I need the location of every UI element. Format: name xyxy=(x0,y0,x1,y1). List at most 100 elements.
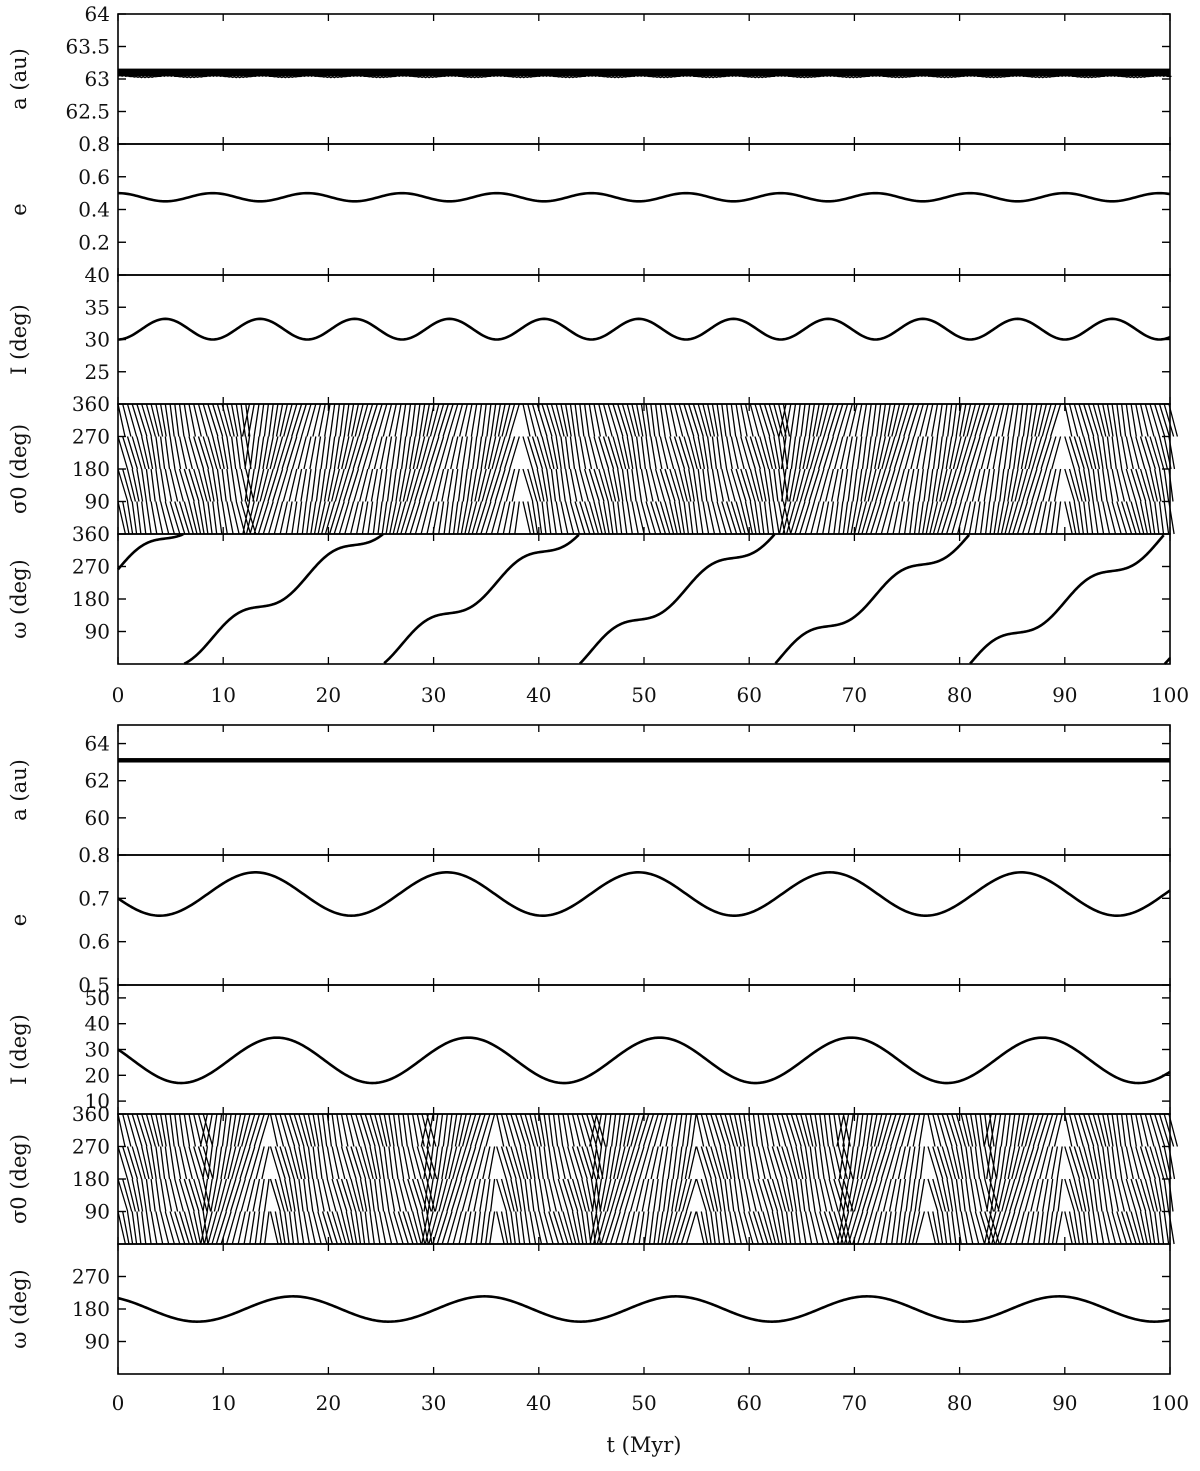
panel-sigma-ytick-label: 90 xyxy=(85,1200,110,1224)
panel-sigma-ytick-label: 270 xyxy=(72,1135,110,1159)
series-a xyxy=(118,68,1170,77)
panel-omega-ytick-label: 90 xyxy=(85,620,110,644)
panel-omega-ytick-label: 90 xyxy=(85,1330,110,1354)
panel-sigma: 90 180 270 360 σ0 (deg) xyxy=(7,392,1179,535)
panel-sigma-ytick-label: 180 xyxy=(72,1167,110,1191)
x-tick-label: 70 xyxy=(842,1391,867,1415)
panel-I-ylabel: I (deg) xyxy=(7,304,31,375)
panel-sigma: 90 180 270 360 σ0 (deg) xyxy=(7,1102,1179,1245)
x-tick-label: 10 xyxy=(210,1391,235,1415)
x-tick-label: 70 xyxy=(842,683,867,707)
panel-a-ytick-label: 60 xyxy=(85,806,110,830)
panel-e-ytick-label: 0.2 xyxy=(78,230,110,254)
series-I xyxy=(117,1036,1171,1085)
x-tick-label: 80 xyxy=(947,1391,972,1415)
panel-omega-ytick-label: 180 xyxy=(72,587,110,611)
panel-I-ytick-label: 10 xyxy=(85,1089,110,1113)
x-tick-label: 40 xyxy=(526,683,551,707)
panel-omega: 90 180 270 ω (deg) xyxy=(7,1243,1171,1375)
panel-e-ytick-label: 0.4 xyxy=(78,198,110,222)
panel-omega: 90 180 270 360 ω (deg) xyxy=(7,522,1171,665)
panel-omega-ytick-label: 270 xyxy=(72,1265,110,1289)
x-tick-label: 30 xyxy=(421,1391,446,1415)
x-tick-label: 60 xyxy=(736,1391,761,1415)
panel-e-ytick-label: 0.5 xyxy=(78,973,110,997)
x-tick-label: 60 xyxy=(736,683,761,707)
panel-a-ytick-label: 62 xyxy=(85,769,110,793)
x-tick-label: 20 xyxy=(316,1391,341,1415)
panel-omega-ytick-label: 360 xyxy=(72,522,110,546)
panel-sigma-ytick-label: 360 xyxy=(72,1102,110,1126)
x-tick-label: 50 xyxy=(631,683,656,707)
panel-I-frame xyxy=(117,274,1171,405)
x-tick-label: 90 xyxy=(1052,1391,1077,1415)
panel-sigma-ytick-label: 180 xyxy=(72,457,110,481)
series-a xyxy=(118,758,1170,763)
x-tick-label: 0 xyxy=(112,1391,125,1415)
panel-e-frame xyxy=(117,143,1171,276)
panel-e: 0.2 0.4 0.6 0.8 e xyxy=(7,132,1171,276)
x-tick-label: 80 xyxy=(947,683,972,707)
panel-sigma-ylabel: σ0 (deg) xyxy=(7,1134,31,1224)
panel-a-frame xyxy=(117,13,1171,145)
panel-a-ytick-label: 63 xyxy=(85,67,110,91)
panel-omega-ytick-label: 180 xyxy=(72,1297,110,1321)
series-sigma xyxy=(117,1113,1179,1245)
panel-a-ytick-label: 64 xyxy=(85,732,110,756)
panel-sigma-ytick-label: 90 xyxy=(85,490,110,514)
x-tick-label: 40 xyxy=(526,1391,551,1415)
x-tick-label: 20 xyxy=(316,683,341,707)
panel-I-ytick-label: 20 xyxy=(85,1063,110,1087)
panel-a-ytick-label: 64 xyxy=(85,2,110,26)
panel-sigma-ytick-label: 270 xyxy=(72,425,110,449)
panel-a: 62.5 63 63.5 64 a (au) xyxy=(7,2,1172,145)
panel-a-ylabel: a (au) xyxy=(7,48,31,110)
panel-a-ytick-label: 62.5 xyxy=(65,100,110,124)
panel-I-ytick-label: 30 xyxy=(85,328,110,352)
panel-e-ylabel: e xyxy=(7,203,31,215)
panel-I-ytick-label: 40 xyxy=(85,263,110,287)
series-sigma xyxy=(117,403,1179,535)
panel-a-frame xyxy=(117,724,1171,856)
panel-I: 25 30 35 40 I (deg) xyxy=(7,263,1171,405)
panel-I-ytick-label: 40 xyxy=(85,1012,110,1036)
panel-e-ylabel: e xyxy=(7,914,31,926)
x-tick-label: 0 xyxy=(112,683,125,707)
series-omega xyxy=(117,1295,1171,1323)
x-tick-label: 100 xyxy=(1151,1391,1189,1415)
x-axis-label: t (Myr) xyxy=(607,1433,682,1457)
panel-omega-frame xyxy=(117,533,1171,665)
x-tick-label: 100 xyxy=(1151,683,1189,707)
panel-omega-ylabel: ω (deg) xyxy=(7,1269,31,1349)
x-tick-label: 50 xyxy=(631,1391,656,1415)
x-tick-label: 90 xyxy=(1052,683,1077,707)
panel-e-ytick-label: 0.8 xyxy=(78,132,110,156)
series-a-dips xyxy=(117,73,1172,79)
series-e xyxy=(117,871,1171,917)
series-I xyxy=(117,317,1171,341)
panel-a-ylabel: a (au) xyxy=(7,759,31,821)
x-tick-label: 30 xyxy=(421,683,446,707)
panel-I-ytick-label: 30 xyxy=(85,1038,110,1062)
panel-omega-ylabel: ω (deg) xyxy=(7,559,31,639)
panel-I-ytick-label: 50 xyxy=(85,986,110,1010)
panel-e: 0.5 0.6 0.7 0.8 e xyxy=(7,843,1171,997)
series-e xyxy=(117,191,1171,203)
panel-I-ytick-label: 35 xyxy=(85,295,110,319)
top-figure: 62.5 63 63.5 64 a (au) 0.2 0.4 0.6 0.8 e 25 30 35 40 I… xyxy=(7,2,1189,707)
panel-sigma-ylabel: σ0 (deg) xyxy=(7,424,31,514)
panel-omega-ytick-label: 270 xyxy=(72,555,110,579)
panel-e-ytick-label: 0.6 xyxy=(78,930,110,954)
panel-sigma-ytick-label: 360 xyxy=(72,392,110,416)
panel-a: 60 62 64 a (au) xyxy=(7,724,1171,856)
series-omega xyxy=(117,533,1171,665)
panel-e-ytick-label: 0.6 xyxy=(78,165,110,189)
x-tick-label: 10 xyxy=(210,683,235,707)
panel-a-ytick-label: 63.5 xyxy=(65,35,110,59)
panel-e-ytick-label: 0.7 xyxy=(78,886,110,910)
panel-e-ytick-label: 0.8 xyxy=(78,843,110,867)
panel-I-ytick-label: 25 xyxy=(85,360,110,384)
